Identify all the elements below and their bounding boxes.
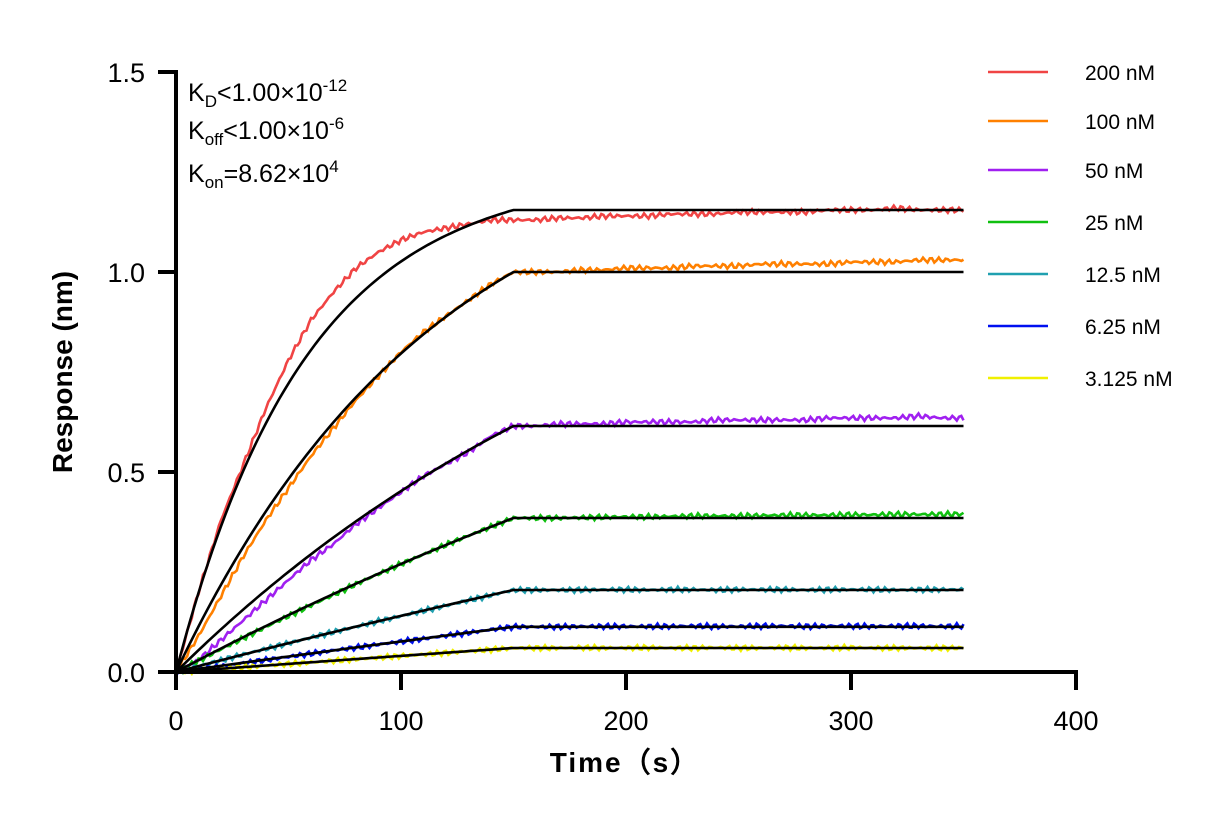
fit-curve-6-25-nM [175,625,964,674]
y-tick-label: 1.0 [107,258,145,288]
y-tick-label: 1.5 [107,58,145,88]
fit-curve-200-nM [174,208,964,673]
legend-item: 100 nM [988,111,1155,134]
fit-curve-25-nM [175,516,964,674]
x-tick-label: 300 [828,706,873,736]
legend-item: 12.5 nM [988,264,1161,287]
legend-item: 6.25 nM [988,316,1161,339]
x-tick-label: 200 [603,706,648,736]
legend-label: 6.25 nM [1085,316,1161,339]
data-series-200-nM [174,203,965,673]
legend-item: 3.125 nM [988,368,1173,391]
data-series-100-nM [175,255,965,674]
legend-item: 50 nM [988,160,1143,183]
axis-ticks: 0 100 200 300 400 0.0 0.5 1.0 1.5 [107,58,1098,736]
data-series-3-125-nM [175,642,964,677]
legend-label: 3.125 nM [1085,368,1173,391]
data-series-50-nM [174,411,965,673]
koff-annotation: Koff<1.00×10-6 [188,114,344,149]
kon-annotation: Kon=8.62×104 [188,157,339,192]
legend-label: 12.5 nM [1085,264,1161,287]
x-tick-label: 100 [378,706,423,736]
legend-item: 25 nM [988,212,1143,235]
legend-label: 50 nM [1085,160,1143,183]
y-tick-label: 0.0 [107,658,145,688]
legend-label: 200 nM [1085,62,1155,85]
plot-area [174,203,965,677]
kd-annotation: KD<1.00×10-12 [188,76,347,111]
kinetic-annotations: KD<1.00×10-12 Koff<1.00×10-6 Kon=8.62×10… [188,76,347,192]
y-tick-label: 0.5 [107,458,145,488]
y-axis-title: Response (nm) [47,271,78,473]
fit-curve-12-5-nM [175,588,964,674]
fit-curve-50-nM [175,424,964,673]
legend: 200 nM 100 nM 50 nM 25 nM 12.5 nM 6.25 nM 3.12… [988,62,1173,391]
legend-label: 100 nM [1085,111,1155,134]
x-axis-title: Time（s） [550,746,700,778]
legend-item: 200 nM [988,62,1155,85]
fit-curve-100-nM [174,270,964,673]
legend-label: 25 nM [1085,212,1143,235]
x-tick-label: 0 [168,706,183,736]
x-tick-label: 400 [1053,706,1098,736]
fit-curve-3-125-nM [175,646,964,674]
